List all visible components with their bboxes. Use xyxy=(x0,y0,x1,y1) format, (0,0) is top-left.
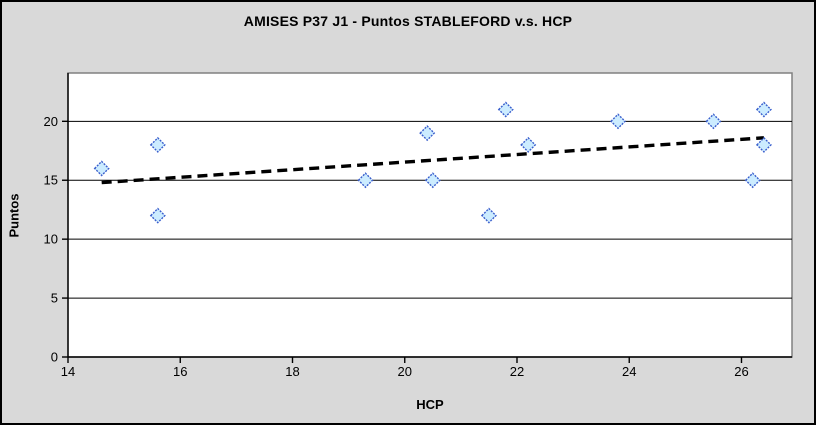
y-tick-label: 0 xyxy=(51,350,58,365)
x-tick-label: 22 xyxy=(510,364,524,379)
x-tick-label: 26 xyxy=(734,364,748,379)
x-axis-title: HCP xyxy=(416,397,444,412)
data-point-diamond xyxy=(149,207,166,224)
data-point-diamond xyxy=(497,101,514,118)
data-point-diamond xyxy=(755,101,772,118)
x-tick-label: 16 xyxy=(173,364,187,379)
data-point-diamond xyxy=(744,172,761,189)
trendline xyxy=(101,136,765,185)
x-tick-label: 18 xyxy=(285,364,299,379)
data-point-diamond xyxy=(520,136,537,153)
y-tick-label: 5 xyxy=(51,291,58,306)
data-point-diamond xyxy=(424,172,441,189)
data-point-diamond xyxy=(705,113,722,130)
x-tick-label: 20 xyxy=(398,364,412,379)
data-point-diamond xyxy=(419,125,436,142)
chart-title: AMISES P37 J1 - Puntos STABLEFORD v.s. H… xyxy=(243,13,573,29)
y-tick-label: 15 xyxy=(44,173,58,188)
plot-background xyxy=(67,72,793,358)
x-tick-label: 14 xyxy=(61,364,75,379)
data-point-diamond xyxy=(357,172,374,189)
data-point-diamond xyxy=(610,113,627,130)
data-point-diamond xyxy=(480,207,497,224)
data-point-diamond xyxy=(755,136,772,153)
x-tick-label: 24 xyxy=(622,364,636,379)
y-tick-label: 20 xyxy=(44,114,58,129)
y-axis-title: Puntos xyxy=(6,193,22,238)
data-point-diamond xyxy=(149,136,166,153)
data-point-diamond xyxy=(93,160,110,177)
y-tick-label: 10 xyxy=(44,232,58,247)
